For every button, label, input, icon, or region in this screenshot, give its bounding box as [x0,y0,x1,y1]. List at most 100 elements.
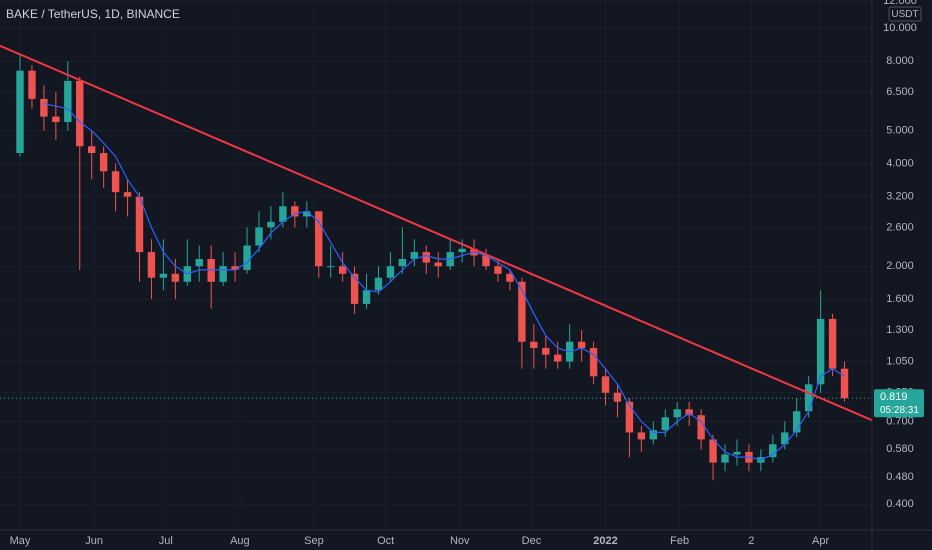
candle-body [123,192,132,197]
candle-body [709,439,717,463]
y-tick-label: 0.400 [886,498,914,510]
candle-body [159,273,168,278]
x-tick-label: Apr [812,535,829,547]
candle-body [613,392,622,402]
candle-body [64,80,72,123]
x-tick-label: Sep [304,535,324,547]
candle-body [219,266,227,282]
candle-body [637,432,646,440]
candle-body [111,171,120,193]
last-price-box [874,389,924,418]
candle-body [40,98,48,117]
candle-body [673,409,681,418]
candle-body [255,227,263,246]
axes: 0.4000.4800.5800.7000.8501.0501.3001.600… [10,0,924,547]
candle-body [494,266,502,274]
candle-body [291,206,299,217]
candle-body [685,409,693,416]
candle-body [661,417,669,431]
y-tick-label: 1.300 [886,324,914,336]
x-tick-label: Nov [450,535,470,547]
y-tick-label: 2.600 [886,221,914,233]
candle-body [243,245,251,270]
last-price-label: 0.819 [880,391,908,403]
candle-body [769,444,777,458]
candle-body [410,252,419,259]
candle-body [398,258,407,267]
plot [0,44,873,481]
candle-body [816,318,825,385]
candle-body [482,255,490,267]
y-tick-label: 1.600 [886,293,914,305]
candle-body [554,354,562,362]
candle-body [518,281,526,342]
y-tick-label: 12.000 [883,0,917,7]
candle-body [350,273,359,304]
y-tick-label: 3.200 [886,191,914,203]
candle-body [458,248,466,253]
x-tick-label: Oct [377,535,394,547]
candle-body [28,70,36,99]
x-tick-label: 2 [748,535,754,547]
candle-body [781,432,789,445]
candle-body [52,116,60,123]
y-tick-label: 0.580 [886,443,914,455]
candle-body [76,80,84,147]
candle-body [315,211,323,267]
currency-box [888,6,922,22]
candle-body [326,266,335,268]
y-tick-label: 10.000 [883,22,917,34]
candle-body [171,273,180,282]
candle-body [135,196,144,253]
candle-body [99,153,108,172]
y-tick-label: 4.000 [886,158,914,170]
candle-body [16,70,24,154]
candle-body [601,376,610,393]
candle-body [542,348,550,355]
candle-body [303,211,311,217]
candle-body [87,146,96,154]
chart-title: BAKE / TetherUS, 1D, BINANCE [6,7,180,21]
candle-body [506,273,514,282]
candle-body [625,401,634,433]
x-tick-label: Aug [230,535,250,547]
y-tick-label: 1.050 [886,355,914,367]
candle-body [338,266,347,274]
candle-body [362,290,371,304]
y-tick-label: 2.000 [886,260,914,272]
candle-body [422,252,430,263]
candle-body [793,411,801,433]
candle-body [231,266,239,270]
candle-body [697,415,705,440]
x-tick-label: May [10,535,31,547]
candle-body [374,277,383,291]
candle-body [267,221,275,228]
trendline [0,44,873,422]
y-tick-label: 0.480 [886,471,914,483]
candle-body [577,341,586,349]
candle-body [279,206,287,222]
moving-average [43,103,845,461]
candle-body [733,451,741,455]
candle-body [434,262,442,267]
candle-body [721,454,729,463]
countdown-label: 05:28:31 [880,405,919,416]
x-tick-label: Jul [159,535,173,547]
grid [0,0,872,530]
candle-body [147,252,156,278]
x-tick-label: Dec [522,535,542,547]
y-tick-label: 8.000 [886,55,914,67]
candle-body [589,348,598,377]
x-tick-label: Feb [670,535,689,547]
candle-body [828,318,837,369]
x-tick-label: Jun [85,535,103,547]
y-tick-label: 5.000 [886,125,914,137]
y-tick-label: 0.700 [886,415,914,427]
candle-body [195,258,203,267]
currency-label: USDT [891,9,918,20]
x-tick-label: 2022 [593,535,617,547]
candle-body [530,341,538,349]
candle-body [386,266,395,278]
